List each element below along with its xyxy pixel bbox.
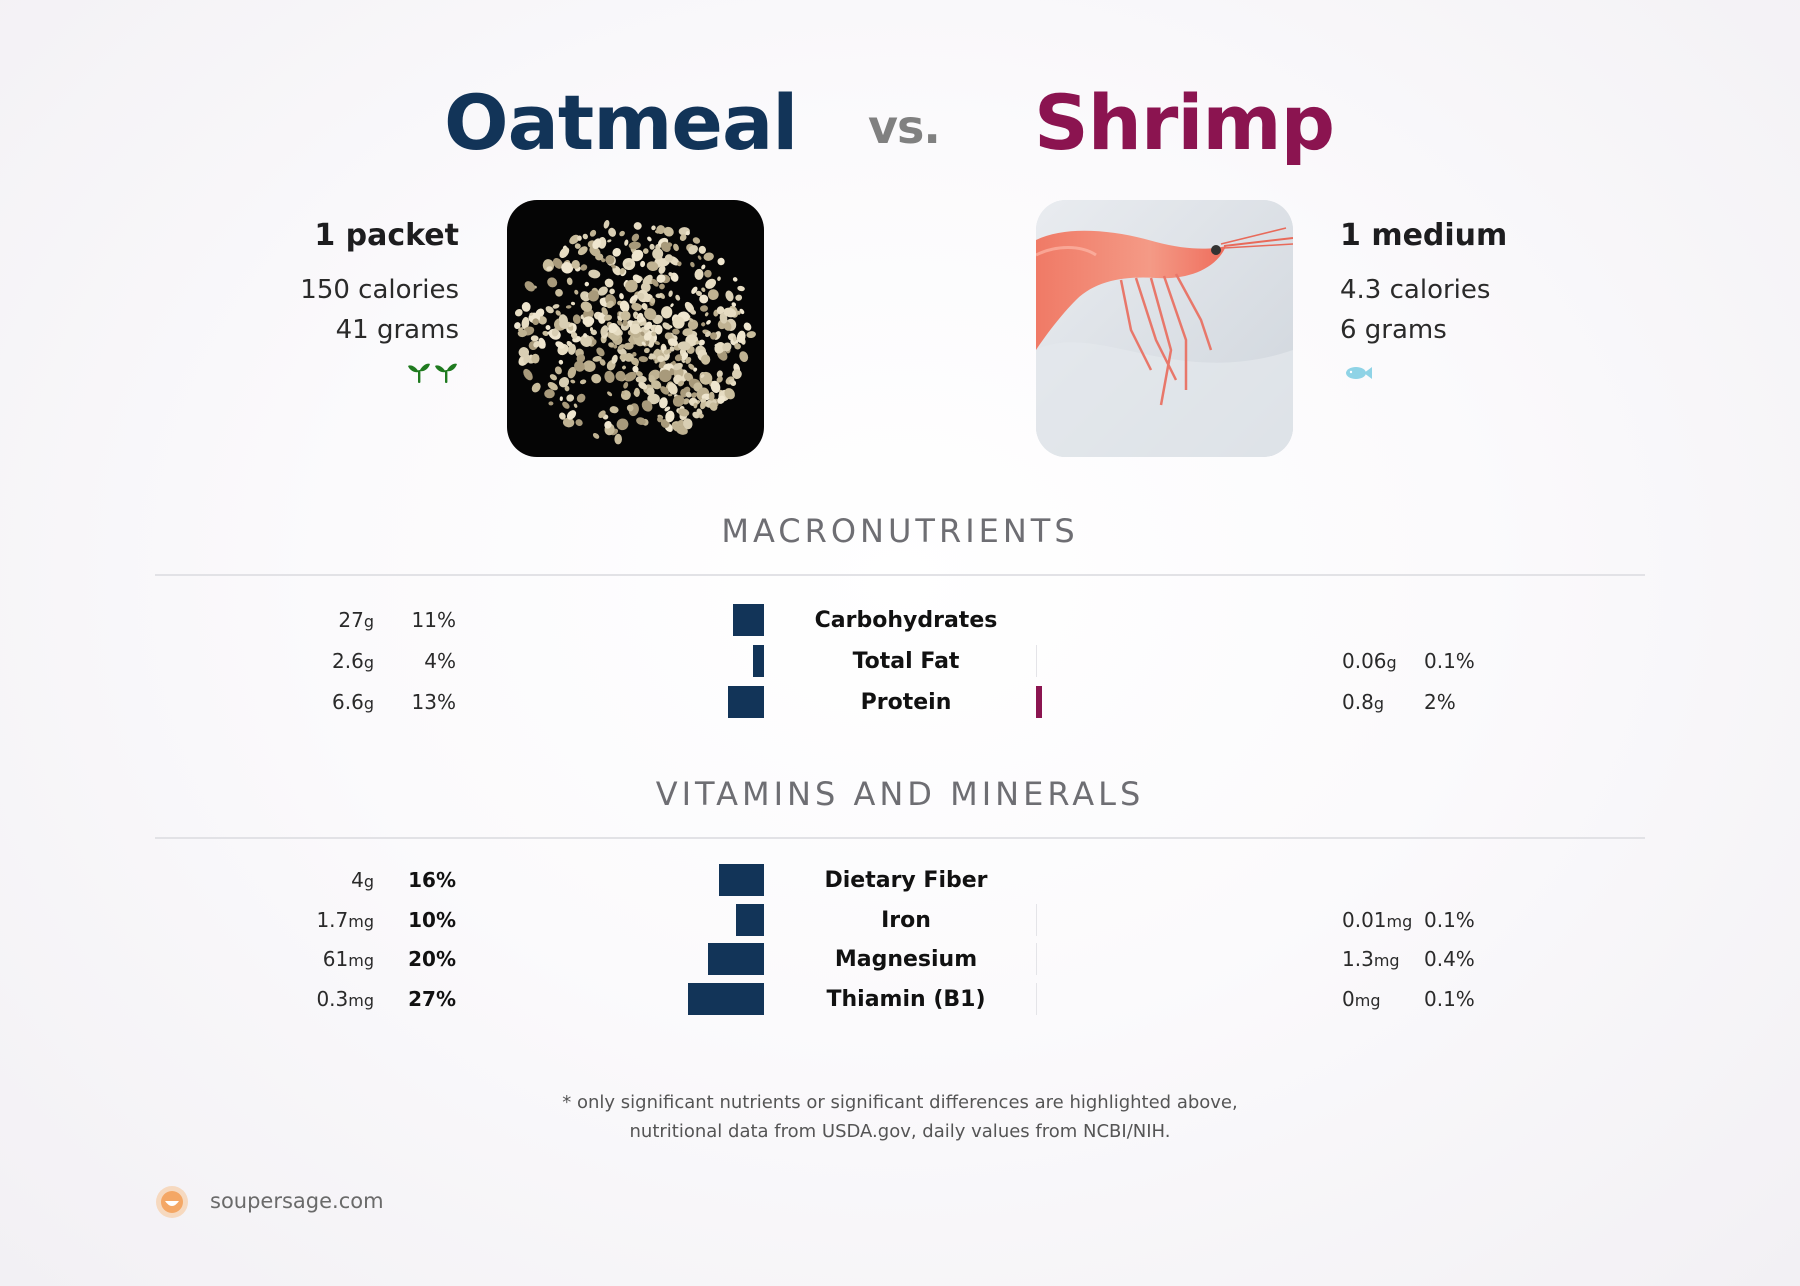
left-daily-percent: 20% xyxy=(408,947,456,971)
left-amount-unit: mg xyxy=(348,911,374,931)
left-serving: 1 packet xyxy=(314,218,459,253)
right-amount-unit: mg xyxy=(1373,951,1400,970)
shrimp-photo xyxy=(1036,200,1293,457)
right-daily-percent: 0.4% xyxy=(1424,947,1475,971)
left-amount-number: 6.6 xyxy=(332,690,364,714)
left-bar xyxy=(752,645,764,677)
soupersage-logo-icon xyxy=(156,1186,188,1218)
left-calories: 150 calories xyxy=(300,275,459,305)
right-bar xyxy=(1036,645,1037,677)
left-daily-percent: 27% xyxy=(408,986,456,1011)
right-calories: 4.3 calories xyxy=(1340,275,1491,305)
left-amount: 4g xyxy=(351,868,374,892)
left-bar xyxy=(719,864,764,896)
right-daily-percent: 0.1% xyxy=(1424,649,1475,673)
left-amount-unit: mg xyxy=(348,951,374,970)
left-grams: 41 grams xyxy=(335,315,459,345)
left-bar xyxy=(727,686,764,718)
left-food-title: Oatmeal xyxy=(444,78,798,167)
right-amount-number: 1.3 xyxy=(1342,947,1374,971)
right-amount-unit: mg xyxy=(1386,911,1413,931)
left-daily-percent: 13% xyxy=(411,690,456,714)
right-amount: 0mg xyxy=(1342,987,1380,1011)
left-amount: 27g xyxy=(338,608,374,632)
vegan-sprouts-icon xyxy=(408,363,457,383)
nutrient-label: Iron xyxy=(881,907,931,933)
right-amount-unit: g xyxy=(1386,653,1397,672)
left-bar xyxy=(688,982,764,1015)
left-amount: 1.7mg xyxy=(316,908,374,932)
left-daily-percent: 10% xyxy=(408,907,456,932)
right-amount-number: 0.01 xyxy=(1342,907,1387,932)
right-amount-unit: mg xyxy=(1354,990,1381,1010)
left-bar xyxy=(708,943,764,975)
left-daily-percent: 4% xyxy=(424,649,456,673)
oatmeal-image xyxy=(514,220,756,445)
right-amount-number: 0.8 xyxy=(1342,690,1374,714)
right-grams: 6 grams xyxy=(1340,315,1447,345)
soupersage-link[interactable]: soupersage.com xyxy=(210,1189,384,1213)
left-amount-number: 2.6 xyxy=(332,649,364,673)
left-amount-number: 4 xyxy=(351,868,364,892)
left-amount: 2.6g xyxy=(332,649,374,673)
right-amount: 0.06g xyxy=(1342,649,1397,673)
left-amount: 61mg xyxy=(323,947,374,971)
right-daily-percent: 0.1% xyxy=(1424,907,1475,932)
left-daily-percent: 11% xyxy=(411,608,456,632)
nutrient-label: Magnesium xyxy=(834,947,978,972)
vs-label: vs. xyxy=(868,100,941,154)
right-amount-number: 0 xyxy=(1342,986,1355,1011)
left-amount-unit: g xyxy=(363,653,374,672)
left-amount-unit: g xyxy=(363,694,374,713)
right-amount: 0.8g xyxy=(1342,690,1384,714)
footnote-line-2: nutritional data from USDA.gov, daily va… xyxy=(629,1121,1171,1142)
right-food-title: Shrimp xyxy=(1034,78,1335,167)
nutrient-label: Total Fat xyxy=(852,649,960,674)
macronutrients-heading: MACRONUTRIENTS xyxy=(721,512,1079,550)
nutrient-label: Carbohydrates xyxy=(814,608,998,633)
left-amount-unit: mg xyxy=(348,990,374,1010)
left-amount-unit: g xyxy=(363,612,374,631)
right-amount: 0.01mg xyxy=(1342,908,1412,932)
left-amount-unit: g xyxy=(363,872,374,891)
right-amount-unit: g xyxy=(1373,694,1384,713)
vitamins-minerals-heading: VITAMINS AND MINERALS xyxy=(655,775,1145,813)
nutrient-label: Thiamin (B1) xyxy=(826,986,986,1012)
right-bar xyxy=(1036,686,1042,718)
divider xyxy=(155,574,1645,576)
right-bar xyxy=(1036,943,1037,975)
shrimp-image xyxy=(1036,200,1293,457)
right-daily-percent: 2% xyxy=(1424,690,1456,714)
oatmeal-photo xyxy=(507,200,764,457)
left-amount-number: 1.7 xyxy=(316,907,349,932)
left-amount-number: 0.3 xyxy=(316,986,349,1011)
left-amount: 6.6g xyxy=(332,690,374,714)
left-daily-percent: 16% xyxy=(408,868,456,892)
right-daily-percent: 0.1% xyxy=(1424,986,1475,1011)
nutrient-label: Dietary Fiber xyxy=(824,868,988,893)
left-amount-number: 61 xyxy=(322,947,349,971)
footnote-line-1: * only significant nutrients or signific… xyxy=(562,1092,1238,1113)
divider xyxy=(155,837,1645,839)
fish-icon xyxy=(1346,367,1372,379)
right-bar xyxy=(1036,982,1037,1015)
right-bar xyxy=(1036,903,1037,936)
right-amount-number: 0.06 xyxy=(1342,649,1387,673)
nutrient-label: Protein xyxy=(860,690,952,715)
left-bar xyxy=(736,903,764,936)
left-amount: 0.3mg xyxy=(316,987,374,1011)
left-amount-number: 27 xyxy=(338,608,364,632)
right-amount: 1.3mg xyxy=(1342,947,1400,971)
left-bar xyxy=(733,604,764,636)
right-serving: 1 medium xyxy=(1340,218,1508,253)
